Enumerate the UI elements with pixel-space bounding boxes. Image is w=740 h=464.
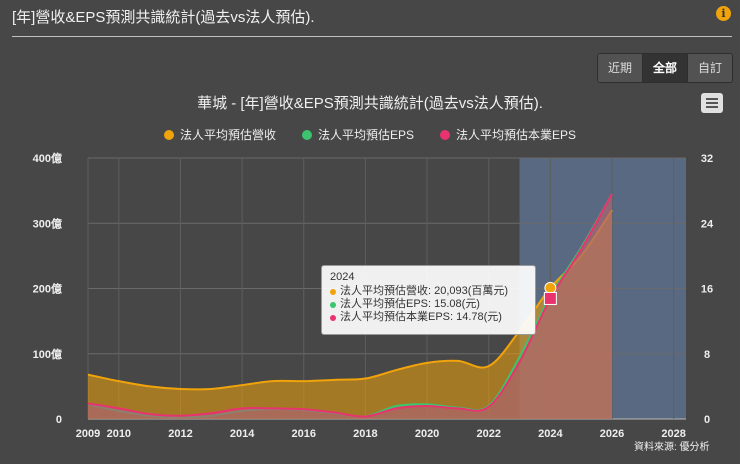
series-eps-core-area xyxy=(88,193,613,419)
x-tick-label: 2016 xyxy=(292,428,316,440)
tooltip-title: 2024 xyxy=(330,271,355,283)
tooltip-dot-eps-core xyxy=(330,314,336,321)
y-right-tick-label: 0 xyxy=(704,414,710,426)
y-right-tick-label: 8 xyxy=(704,349,710,361)
y-right-tick-label: 32 xyxy=(701,153,713,165)
y-left-tick-label: 200億 xyxy=(33,282,62,296)
chart-title: 華城 - [年]營收&EPS預測共識統計(過去vs法人預估). xyxy=(197,95,543,112)
x-tick-label: 2028 xyxy=(661,428,685,440)
legend-label-eps: 法人平均預估EPS xyxy=(317,128,414,142)
legend-dot-eps xyxy=(301,129,312,140)
info-icon[interactable]: i xyxy=(716,6,731,21)
tooltip-dot-eps xyxy=(330,301,336,308)
legend-item-revenue[interactable]: 法人平均預估營收 xyxy=(163,126,276,143)
hamburger-menu-icon[interactable] xyxy=(701,93,723,113)
legend-item-eps-core[interactable]: 法人平均預估本業EPS xyxy=(440,126,576,143)
series-eps-area xyxy=(88,193,613,419)
tooltip-row-eps-core: 法人平均預估本業EPS: 14.78(元) xyxy=(340,311,502,323)
source-credit: 資料來源: 優分析 xyxy=(634,442,710,453)
x-tick-label: 2024 xyxy=(538,428,563,440)
x-tick-label: 2014 xyxy=(230,428,255,440)
x-tick-label: 2009 xyxy=(76,428,100,440)
legend-label-revenue: 法人平均預估營收 xyxy=(179,128,276,142)
y-right-tick-label: 24 xyxy=(701,218,714,230)
legend-dot-eps-core xyxy=(440,129,450,140)
tooltip-row-eps: 法人平均預估EPS: 15.08(元) xyxy=(340,298,480,310)
y-left-tick-label: 100億 xyxy=(33,347,62,361)
chart-tooltip: 2024 法人平均預估營收: 20,093(百萬元) 法人平均預估EPS: 15… xyxy=(321,265,536,335)
legend-dot-revenue xyxy=(163,129,174,140)
tab-custom[interactable]: 自訂 xyxy=(688,54,732,82)
legend-label-eps-core: 法人平均預估本業EPS xyxy=(456,128,577,142)
tab-recent[interactable]: 近期 xyxy=(598,54,643,82)
x-tick-label: 2026 xyxy=(600,428,624,440)
y-right-tick-label: 16 xyxy=(701,284,713,296)
page-title: [年]營收&EPS預測共識統計(過去vs法人預估). xyxy=(12,9,315,26)
x-tick-label: 2022 xyxy=(476,428,500,440)
y-left-tick-label: 0 xyxy=(56,414,62,426)
y-left-tick-label: 300億 xyxy=(33,216,62,230)
chart-legend: 法人平均預估營收 法人平均預估EPS 法人平均預估本業EPS xyxy=(0,126,740,143)
series-revenue-area xyxy=(88,210,613,419)
hover-marker-revenue xyxy=(544,281,557,294)
hover-marker-eps-core xyxy=(543,291,557,305)
header-divider xyxy=(12,36,732,37)
tooltip-row-revenue: 法人平均預估營收: 20,093(百萬元) xyxy=(340,285,509,297)
series-eps-core-line xyxy=(87,193,613,418)
range-tabs: 近期 全部 自訂 xyxy=(597,53,733,83)
x-tick-label: 2018 xyxy=(353,428,377,440)
tooltip-dot-revenue xyxy=(330,288,336,295)
tab-all[interactable]: 全部 xyxy=(643,54,688,82)
x-tick-label: 2012 xyxy=(168,428,192,440)
x-tick-label: 2010 xyxy=(107,428,131,440)
x-tick-label: 2020 xyxy=(415,428,439,440)
legend-item-eps[interactable]: 法人平均預估EPS xyxy=(301,126,414,143)
y-left-tick-label: 400億 xyxy=(33,151,62,165)
